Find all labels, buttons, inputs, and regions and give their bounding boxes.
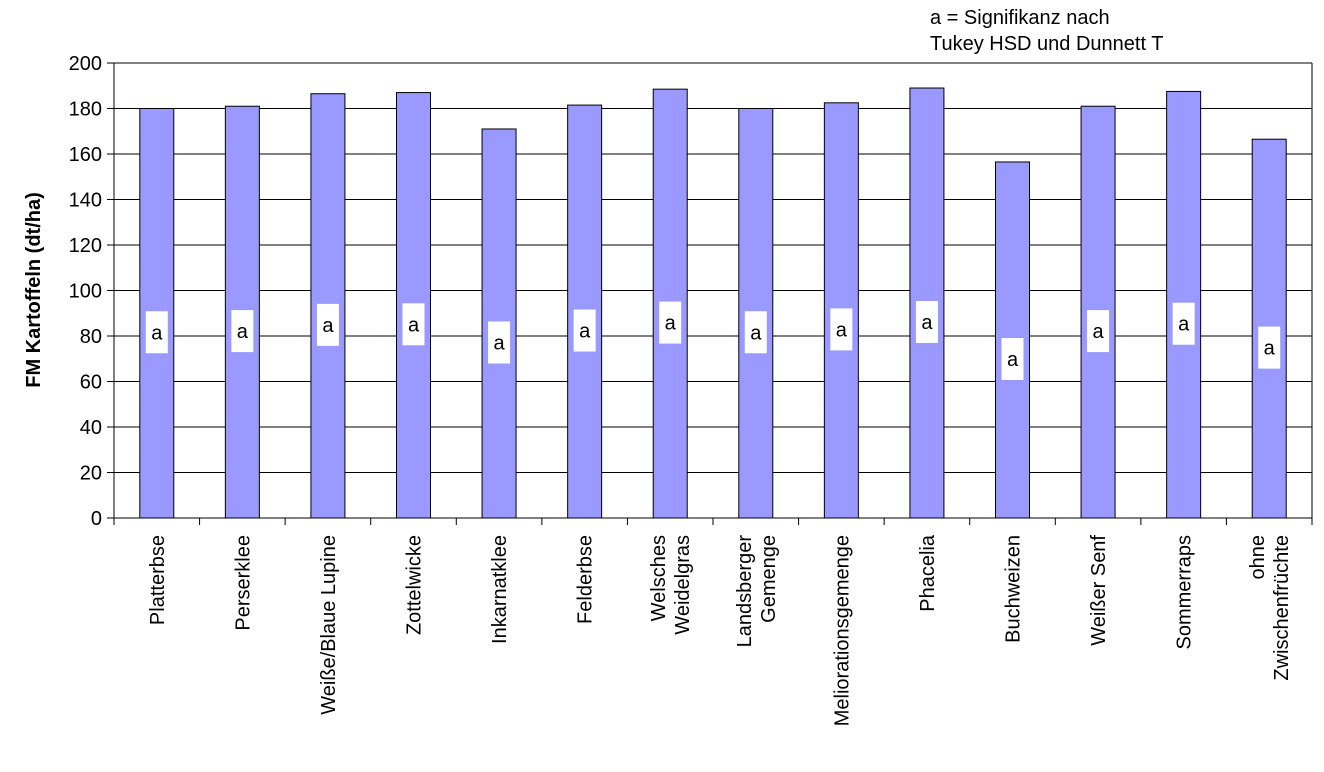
data-label-box bbox=[488, 321, 511, 364]
y-tick-label: 140 bbox=[69, 190, 102, 212]
data-label: a bbox=[1007, 349, 1019, 371]
y-tick-label: 40 bbox=[80, 417, 102, 439]
data-label-box bbox=[659, 301, 682, 344]
x-tick-label: Zwischenfrüchte bbox=[1271, 535, 1293, 681]
data-label-box bbox=[1087, 310, 1110, 353]
x-tick-label: Meliorationsgemenge bbox=[831, 535, 853, 726]
gridlines bbox=[114, 62, 1313, 518]
x-tick-label: Platterbse bbox=[147, 535, 169, 625]
x-tick-label: Weiße/Blaue Lupine bbox=[318, 535, 340, 715]
x-tick-labels: Platterbse Perserklee Weiße/Blaue Lupine Zo… bbox=[147, 534, 1293, 726]
data-label-box bbox=[1001, 337, 1024, 380]
data-label-box bbox=[830, 308, 853, 351]
x-tick-label: Zottelwicke bbox=[404, 535, 426, 635]
x-tick-label: Landsberger bbox=[734, 535, 756, 648]
x-tick-label: Felderbse bbox=[575, 535, 597, 624]
x-tick-label: Weidelgras bbox=[672, 535, 694, 635]
y-tick-label: 120 bbox=[69, 235, 102, 257]
data-label: a bbox=[237, 321, 249, 343]
y-tick-label: 160 bbox=[69, 144, 102, 166]
data-label-box bbox=[573, 309, 596, 352]
x-tick-label: Inkarnatklee bbox=[489, 535, 511, 644]
data-label: a bbox=[408, 314, 420, 336]
x-tick-label: Weißer Senf bbox=[1088, 535, 1110, 646]
y-tick-label: 60 bbox=[80, 372, 102, 394]
data-label-box bbox=[1258, 326, 1281, 369]
data-label: a bbox=[579, 321, 591, 343]
data-label-box bbox=[744, 311, 767, 354]
y-tick-label: 200 bbox=[69, 53, 102, 75]
data-label: a bbox=[322, 315, 334, 337]
x-tick-label: Welsches bbox=[648, 535, 670, 621]
data-label: a bbox=[665, 313, 677, 335]
x-tick-label: Sommerraps bbox=[1174, 535, 1196, 649]
x-tick-label: Perserklee bbox=[232, 535, 254, 631]
axes bbox=[107, 62, 1313, 525]
x-tick-label: Buchweizen bbox=[1003, 535, 1025, 643]
x-tick-label: ohne bbox=[1247, 535, 1269, 580]
data-label: a bbox=[836, 319, 848, 341]
y-tick-label: 80 bbox=[80, 326, 102, 348]
y-tick-label: 0 bbox=[91, 508, 102, 530]
bar bbox=[738, 108, 774, 519]
data-label-box bbox=[145, 311, 168, 354]
significance-note-line1: a = Signifikanz nach bbox=[930, 7, 1110, 29]
bars: a a a a a a a a a a a a a a bbox=[139, 87, 1287, 519]
data-label-box bbox=[231, 310, 254, 353]
data-label-box bbox=[1172, 302, 1195, 345]
data-label: a bbox=[750, 322, 762, 344]
data-label-box bbox=[316, 303, 339, 346]
significance-note-line2: Tukey HSD und Dunnett T bbox=[930, 33, 1164, 55]
data-label: a bbox=[1264, 338, 1276, 360]
y-tick-label: 100 bbox=[69, 281, 102, 303]
data-label-box bbox=[915, 301, 938, 344]
significance-note: a = Signifikanz nach Tukey HSD und Dunne… bbox=[930, 5, 1163, 57]
y-axis-label: FM Kartoffeln (dt/ha) bbox=[23, 192, 45, 388]
data-label: a bbox=[921, 312, 933, 334]
y-tick-labels: 0 20 40 60 80 100 120 140 160 180 200 bbox=[69, 53, 102, 530]
x-tick-label: Gemenge bbox=[758, 535, 780, 623]
data-label: a bbox=[494, 332, 506, 354]
data-label-box bbox=[402, 303, 425, 346]
y-tick-label: 180 bbox=[69, 99, 102, 121]
y-tick-label: 20 bbox=[80, 463, 102, 485]
data-label: a bbox=[1093, 321, 1105, 343]
data-label: a bbox=[151, 322, 163, 344]
x-tick-label: Phacelia bbox=[917, 534, 939, 612]
data-label: a bbox=[1178, 314, 1190, 336]
